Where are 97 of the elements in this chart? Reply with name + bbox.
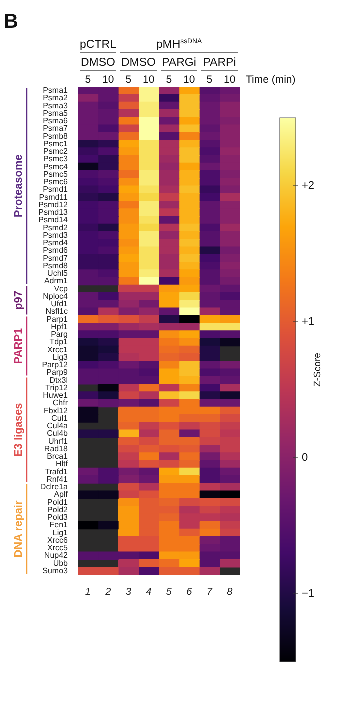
text: p97 <box>13 291 25 310</box>
y-tick-label: Xrcc1 <box>48 345 69 354</box>
y-tick-label: Parg <box>51 330 68 340</box>
color-bar-label: 0 <box>302 452 308 464</box>
color-bar-label: +2 <box>302 180 315 192</box>
text: 10 <box>184 74 196 86</box>
text: 5 <box>166 74 172 86</box>
y-tick-label: Fen1 <box>50 520 69 530</box>
y-tick-label: Psmd13 <box>38 208 69 218</box>
text: 5 <box>126 74 132 86</box>
text: 5 <box>85 74 92 86</box>
y-tick-label: Ubb <box>53 558 69 568</box>
y-tick-label: Psmd12 <box>38 200 69 210</box>
y-tick-label: Adrm1 <box>44 276 69 286</box>
y-tick-label: Rnf41 <box>46 474 69 484</box>
y-tick-label: Pold2 <box>48 505 69 514</box>
text: DMSO <box>122 57 156 69</box>
y-tick-label: Parp12 <box>42 360 69 370</box>
y-tick-label: Huwe1 <box>43 391 69 400</box>
x-tick-label: 7 <box>206 586 213 598</box>
chart-title: B <box>4 11 18 33</box>
y-tick-label: Cul4b <box>47 429 69 438</box>
y-tick-label: Parp9 <box>46 368 69 378</box>
y-tick-label: Lig3 <box>52 352 69 362</box>
y-tick-label: Uhrf1 <box>48 436 69 446</box>
y-tick-label: Pold1 <box>48 498 69 507</box>
x-tick-label: 5 <box>166 586 172 598</box>
y-tick-label: Dtx3l <box>50 376 68 385</box>
y-tick-label: Psmc3 <box>44 154 69 164</box>
y-tick-label: Nsfl1c <box>46 307 68 316</box>
y-tick-label: Brca1 <box>47 452 69 462</box>
x-tick-label: 8 <box>227 586 234 598</box>
text: 5 <box>206 74 213 86</box>
y-tick-label: Cul1 <box>52 414 69 423</box>
x-tick-label: 3 <box>126 586 132 598</box>
text: PARGi <box>162 57 196 69</box>
x-tick-label: 1 <box>85 586 91 598</box>
y-tick-label: Psmd4 <box>43 238 69 248</box>
x-tick-label: 4 <box>146 586 152 598</box>
y-tick-label: Psmd11 <box>39 192 69 202</box>
y-tick-label: Psma3 <box>43 101 69 110</box>
y-tick-label: Nploc4 <box>43 292 69 301</box>
y-tick-label: Hltf <box>56 460 69 469</box>
y-tick-label: Psma5 <box>43 108 69 118</box>
color-bar-title: Z-Score <box>312 353 324 387</box>
y-tick-label: Psmd2 <box>43 223 69 232</box>
y-tick-label: Psmc5 <box>44 170 69 179</box>
y-tick-label: Psmd3 <box>43 230 69 240</box>
y-tick-label: Pold3 <box>48 513 69 522</box>
y-tick-label: Trafd1 <box>45 467 69 476</box>
y-tick-label: Aplf <box>54 490 69 500</box>
text: DMSO <box>81 57 116 69</box>
y-tick-label: Psmd6 <box>43 246 69 256</box>
text: 10 <box>143 74 155 86</box>
color-bar-label: −1 <box>302 588 315 600</box>
y-tick-label: Xrcc5 <box>48 544 69 553</box>
color-bar-label: +1 <box>302 316 315 328</box>
y-tick-label: Psmd8 <box>43 261 69 270</box>
text: PARPi <box>203 57 236 69</box>
y-tick-label: Vcp <box>54 284 69 294</box>
y-tick-label: Psmd14 <box>38 216 69 225</box>
y-tick-label: Fbxl12 <box>44 406 69 416</box>
y-tick-label: Nup42 <box>44 551 69 560</box>
text: 10 <box>102 74 114 86</box>
text: 10 <box>224 74 236 86</box>
y-tick-label: Psmb8 <box>43 132 69 141</box>
y-tick-label: Sumo3 <box>42 566 69 576</box>
y-tick-label: Lig1 <box>52 528 69 538</box>
text: PARP1 <box>13 328 25 364</box>
x-tick-label: 6 <box>186 586 193 598</box>
y-tick-label: Psmd1 <box>43 185 69 194</box>
x-tick-label: 2 <box>104 586 112 598</box>
y-tick-label: Psma7 <box>43 124 69 134</box>
y-tick-label: Parp1 <box>46 314 69 324</box>
text: Proteasome <box>13 154 25 218</box>
y-tick-label: Cul4a <box>47 422 69 431</box>
y-tick-label: Rad18 <box>44 444 69 454</box>
y-tick-label: Uchl5 <box>48 269 69 278</box>
y-tick-label: Psmc2 <box>44 147 69 156</box>
y-tick-label: Psma1 <box>43 86 69 96</box>
y-tick-label: Psma2 <box>43 94 69 103</box>
y-tick-label: Psmc6 <box>44 178 69 187</box>
y-tick-label: Tdp1 <box>50 338 69 347</box>
y-tick-label: Hpf1 <box>51 322 69 332</box>
text: E3 ligases <box>13 403 25 458</box>
y-tick-label: Psmc4 <box>44 162 69 172</box>
y-tick-label: Psma6 <box>43 116 69 126</box>
y-tick-label: Chfr <box>52 398 68 408</box>
text: DNA repair <box>13 500 25 558</box>
text: pCTRL <box>80 39 118 51</box>
y-tick-label: Ufd1 <box>51 300 69 309</box>
text: Time (min) <box>246 74 296 86</box>
y-tick-label: Trip12 <box>46 383 69 392</box>
y-tick-label: Psmc1 <box>44 139 69 148</box>
y-tick-label: Xrcc6 <box>48 536 69 545</box>
y-tick-label: Psmd7 <box>43 254 69 263</box>
y-tick-label: Dclre1a <box>40 482 69 492</box>
